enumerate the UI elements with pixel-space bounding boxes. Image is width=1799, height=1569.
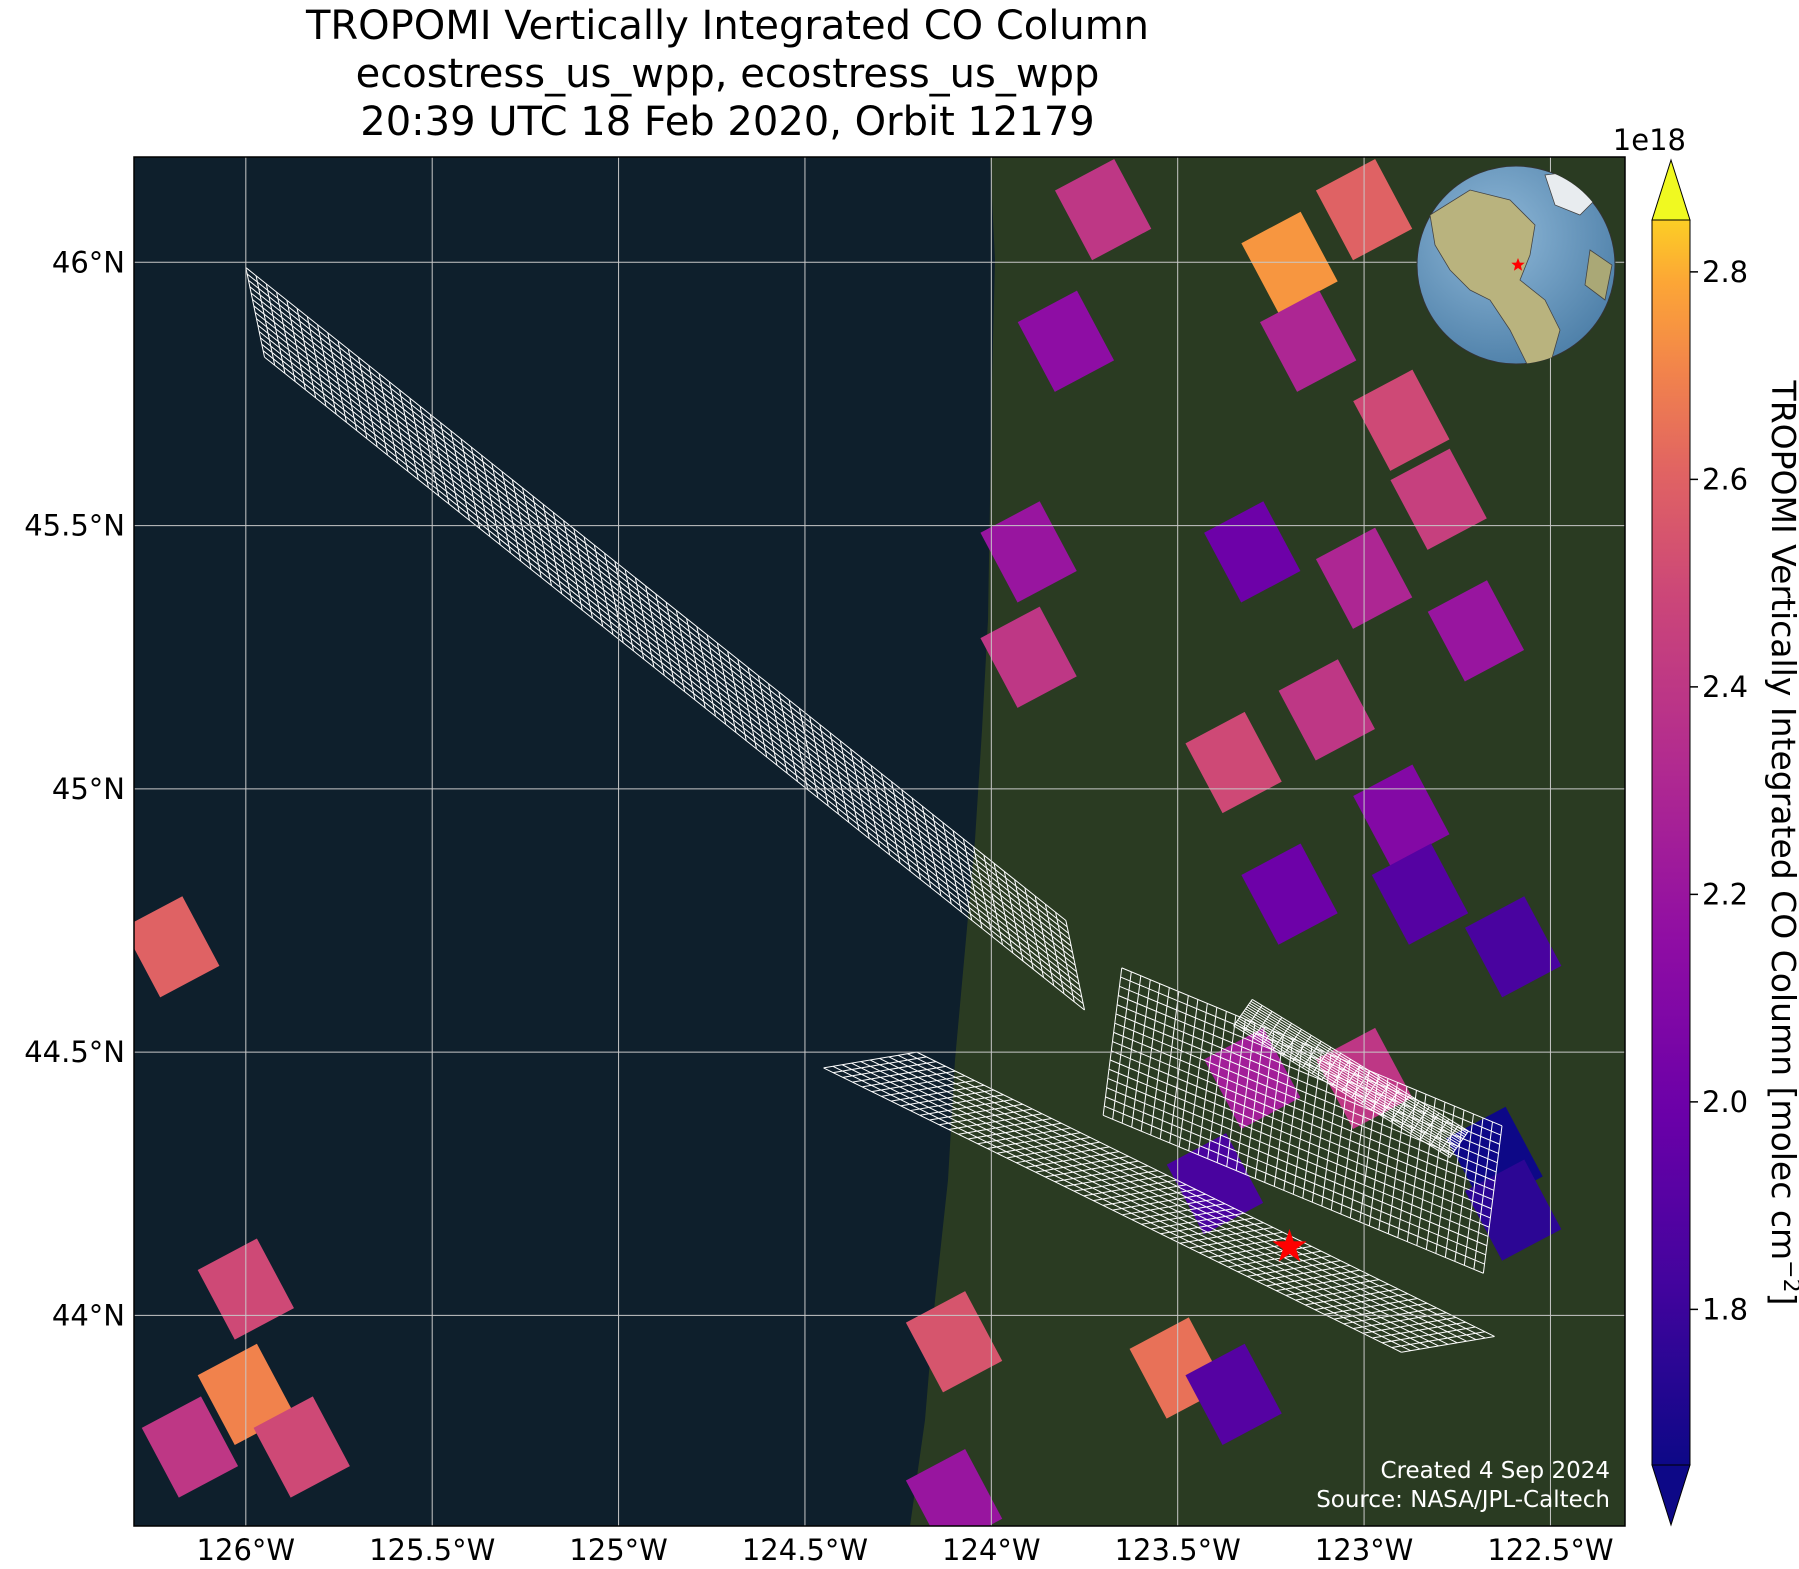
- longitude-tick-label: 122.5°W: [1487, 1533, 1613, 1567]
- footprint-swath-north: [245, 267, 1086, 1011]
- latitude-tick-label: 45.5°N: [24, 509, 125, 543]
- co-pixel: [980, 501, 1077, 603]
- co-pixel: [1371, 843, 1469, 945]
- co-pixel: [253, 1396, 350, 1498]
- co-pixel: [1427, 580, 1525, 682]
- graticule: [134, 157, 1625, 1526]
- latitude-tick-label: 45°N: [52, 772, 125, 806]
- colorbar-label: TROPOMI Vertically Integrated CO Column …: [1764, 380, 1799, 1306]
- colorbar-max-extend: [1651, 158, 1691, 221]
- co-pixel: [1054, 159, 1152, 261]
- longitude-tick-label: 124°W: [942, 1533, 1041, 1567]
- longitude-tick-label: 123.5°W: [1115, 1533, 1241, 1567]
- colorbar-tick-label: 2.4: [1702, 670, 1748, 704]
- latitude-tick-label: 44°N: [52, 1298, 125, 1332]
- colorbar-min-extend: [1651, 1464, 1691, 1527]
- co-pixel: [1241, 843, 1338, 945]
- longitude-tick-label: 126°W: [197, 1533, 296, 1567]
- latitude-tick-label: 44.5°N: [24, 1035, 125, 1069]
- latitude-tick-label: 46°N: [52, 245, 125, 279]
- colorbar: 1.8 2.0 2.2 2.4 2.6 2.8 1e18 TROPOMI Vertical…: [1613, 123, 1799, 1527]
- footprint-swath-central: [1102, 967, 1503, 1274]
- co-pixel: [1260, 290, 1357, 392]
- co-pixel: [1204, 501, 1301, 603]
- co-pixel: [1353, 369, 1450, 471]
- colorbar-tick-label: 2.0: [1702, 1085, 1748, 1119]
- co-pixel: [905, 1291, 1003, 1393]
- co-pixel: [1465, 896, 1562, 998]
- map-border: [133, 156, 1626, 1527]
- colorbar-tick-label: 2.2: [1702, 877, 1748, 911]
- longitude-tick-label: 125.5°W: [369, 1533, 495, 1567]
- co-pixel: [1017, 290, 1115, 392]
- site-marker-star-icon: [1272, 1228, 1307, 1262]
- co-pixel: [1185, 1343, 1282, 1445]
- latitude-tick-labels: 46°N 45.5°N 45°N 44.5°N 44°N: [24, 245, 125, 1332]
- co-pixel: [134, 896, 220, 998]
- co-pixel: [1353, 764, 1450, 866]
- longitude-tick-labels: 126°W 125.5°W 125°W 124.5°W 124°W 123.5°W 123°…: [197, 1533, 1614, 1567]
- colorbar-tick-label: 2.6: [1702, 462, 1748, 496]
- globe-inset-icon: [1416, 165, 1616, 365]
- colorbar-exponent: 1e18: [1613, 123, 1686, 157]
- longitude-tick-label: 125°W: [569, 1533, 668, 1567]
- map-title-line-2: ecostress_us_wpp, ecostress_us_wpp: [355, 51, 1100, 97]
- credit-created: Created 4 Sep 2024: [1381, 1458, 1610, 1484]
- longitude-tick-label: 124.5°W: [742, 1533, 868, 1567]
- co-pixel: [980, 606, 1077, 708]
- co-pixel: [905, 1449, 1003, 1526]
- co-pixel: [1204, 1027, 1301, 1130]
- co-pixel: [1278, 659, 1375, 761]
- co-pixel: [1185, 711, 1282, 814]
- colorbar-gradient: [1651, 219, 1691, 1466]
- co-pixel: [1465, 1159, 1562, 1261]
- map-area: [134, 157, 1625, 1526]
- credit-source: Source: NASA/JPL-Caltech: [1316, 1487, 1610, 1513]
- co-pixel: [1390, 448, 1487, 550]
- map-title-line-1: TROPOMI Vertically Integrated CO Column: [305, 3, 1150, 49]
- colorbar-tick-label: 2.8: [1702, 255, 1748, 289]
- co-pixel: [141, 1396, 239, 1498]
- footprint-swath-south: [823, 1051, 1495, 1353]
- colorbar-tick-label: 1.8: [1702, 1292, 1748, 1326]
- ecostress-footprint-layer: [245, 267, 1503, 1353]
- map-title-line-3: 20:39 UTC 18 Feb 2020, Orbit 12179: [360, 99, 1095, 145]
- colorbar-ticks: 1.8 2.0 2.2 2.4 2.6 2.8: [1690, 255, 1748, 1326]
- longitude-tick-label: 123°W: [1315, 1533, 1414, 1567]
